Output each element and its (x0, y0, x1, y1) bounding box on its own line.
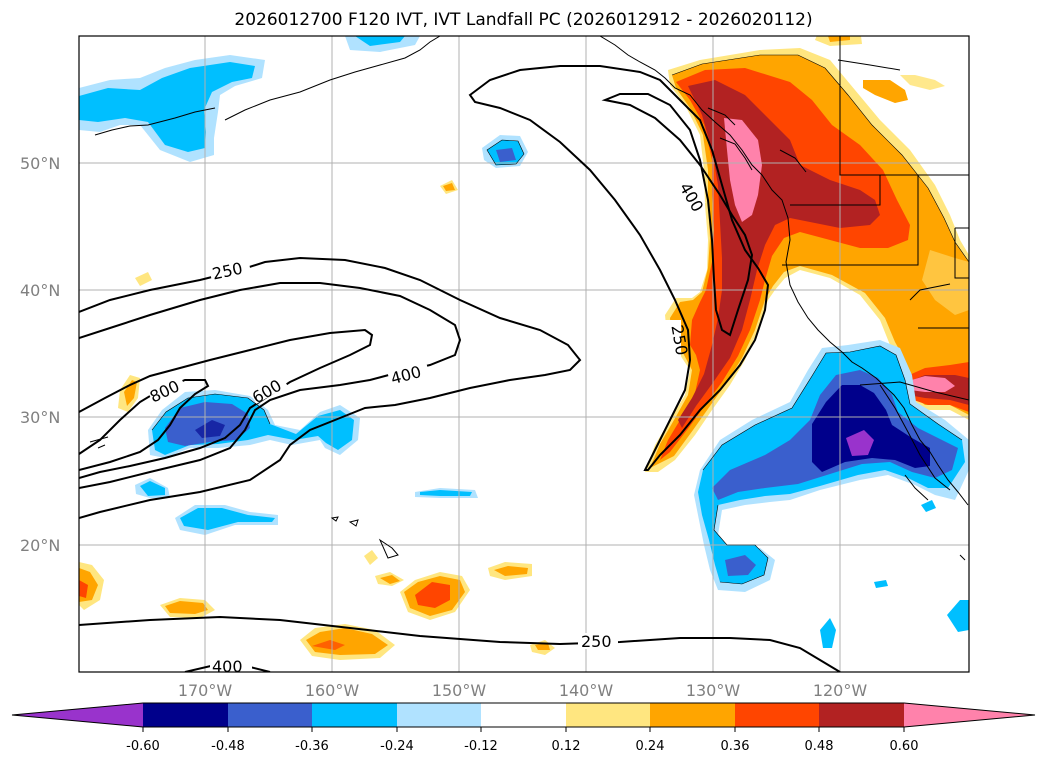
colorbar-tick-label: 0.12 (552, 739, 581, 754)
colorbar-bin (481, 703, 566, 727)
colorbar-tick-label: -0.60 (126, 739, 160, 754)
colorbar-tick-label: 0.36 (721, 739, 750, 754)
coastlines (89, 36, 969, 561)
map-title: 2026012700 F120 IVT, IVT Landfall PC (20… (234, 10, 813, 30)
colorbar-bin (819, 703, 904, 727)
colorbar-extend-low (12, 703, 143, 727)
lon-label: 120°W (813, 681, 868, 700)
colorbar-bin (650, 703, 735, 727)
longitude-labels: 170°W 160°W 150°W 140°W 130°W 120°W (178, 681, 868, 700)
lat-label: 30°N (20, 408, 60, 427)
lon-label: 140°W (559, 681, 614, 700)
colorbar-bin (312, 703, 397, 727)
positive-anomaly-plume (645, 36, 969, 472)
contour-label: 250 (581, 632, 612, 651)
colorbar-bin (397, 703, 481, 727)
colorbar-tick-label: -0.24 (380, 739, 414, 754)
lon-label: 130°W (686, 681, 741, 700)
colorbar-bin (143, 703, 228, 727)
colorbar-tick-label: -0.36 (295, 739, 329, 754)
lon-label: 150°W (432, 681, 487, 700)
colorbar-tick-label: -0.48 (211, 739, 245, 754)
pc-outline-contours (151, 54, 969, 585)
colorbar-extend-high (904, 703, 1035, 727)
colorbar-tick-label: 0.24 (636, 739, 665, 754)
latitude-labels: 50°N 40°N 30°N 20°N (20, 154, 60, 555)
colorbar-tick-label: 0.48 (805, 739, 834, 754)
colorbar-tick-label: 0.60 (890, 739, 919, 754)
colorbar-bin (735, 703, 819, 727)
ivt-contours (79, 65, 841, 672)
lat-label: 20°N (20, 536, 60, 555)
contour-label: 400 (212, 657, 243, 676)
positive-anomaly-blobs (79, 180, 969, 660)
lon-label: 170°W (178, 681, 233, 700)
lat-label: 40°N (20, 281, 60, 300)
negative-anomaly-west (79, 36, 528, 535)
colorbar: -0.60 -0.48 -0.36 -0.24 -0.12 0.12 0.24 … (11, 702, 1036, 754)
lon-label: 160°W (305, 681, 360, 700)
colorbar-tick-label: -0.12 (464, 739, 498, 754)
lat-label: 50°N (20, 154, 60, 173)
colorbar-bin (228, 703, 312, 727)
map-frame (78, 35, 970, 673)
colorbar-bin (566, 703, 650, 727)
